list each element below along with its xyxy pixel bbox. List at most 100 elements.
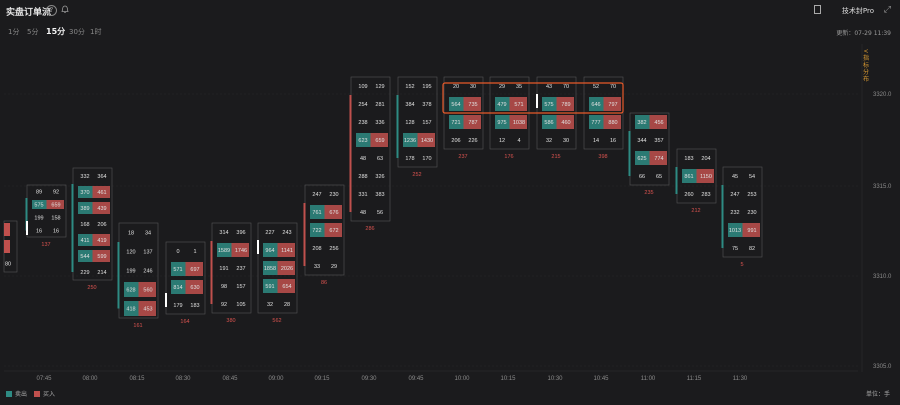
buy-volume: 797 (608, 102, 617, 108)
sell-volume: 183 (684, 156, 693, 162)
help-icon[interactable]: ? (46, 5, 57, 16)
x-tick-label: 09:00 (268, 376, 284, 382)
buy-cell (277, 261, 295, 275)
sell-cell (682, 169, 697, 183)
sell-volume: 479 (497, 102, 506, 108)
buy-cell (4, 223, 10, 236)
sell-cell (542, 115, 557, 129)
sell-volume: 411 (81, 238, 90, 244)
sell-volume: 89 (36, 190, 42, 196)
sell-cell (495, 115, 510, 129)
sell-volume: 45 (732, 174, 738, 180)
sell-cell (403, 133, 418, 147)
sell-volume: 227 (265, 230, 274, 236)
sell-cell (635, 151, 650, 165)
buy-volume: 157 (236, 284, 245, 290)
buy-cell (277, 279, 295, 293)
buy-volume: 157 (422, 120, 431, 126)
range-indicator (303, 203, 306, 266)
sell-volume: 0 (176, 249, 179, 255)
buy-volume: 204 (701, 156, 710, 162)
x-tick-label: 10:30 (547, 376, 563, 382)
sell-volume: 575 (544, 102, 553, 108)
buy-volume: 246 (143, 269, 152, 275)
sell-cell (263, 243, 278, 257)
sell-cell (356, 133, 371, 147)
tab-15min[interactable]: 15分 (46, 27, 66, 36)
buy-cell (603, 97, 621, 111)
x-tick-label: 10:15 (500, 376, 516, 382)
buy-volume: 364 (97, 174, 106, 180)
range-indicator (71, 184, 74, 272)
sell-volume: 14 (593, 138, 599, 144)
buy-volume: 29 (331, 264, 337, 270)
sell-cell (171, 280, 186, 294)
sell-cell (78, 250, 93, 262)
buy-volume: 1141 (281, 248, 293, 254)
document-icon[interactable] (814, 5, 821, 14)
pro-link[interactable]: 技术封Pro (841, 7, 874, 15)
buy-volume: 183 (190, 303, 199, 309)
tab-5min[interactable]: 5分 (27, 28, 39, 36)
buy-cell (509, 115, 527, 129)
buy-volume: 226 (468, 138, 477, 144)
sell-cell (263, 279, 278, 293)
buy-volume: 70 (563, 84, 569, 90)
range-indicator (721, 185, 724, 248)
buy-volume: 92 (53, 190, 59, 196)
sell-volume: 229 (80, 270, 89, 276)
buy-volume: 195 (422, 84, 431, 90)
sell-volume: 152 (405, 84, 414, 90)
sell-volume: 208 (312, 246, 321, 252)
buy-volume: 453 (143, 307, 152, 313)
sell-volume: 418 (126, 307, 135, 313)
buy-volume: 456 (654, 120, 663, 126)
buy-volume: 206 (97, 222, 106, 228)
buy-volume: 214 (97, 270, 106, 276)
sell-volume: 120 (126, 250, 135, 256)
sell-volume: 247 (312, 192, 321, 198)
tab-1min[interactable]: 1分 (8, 28, 20, 36)
indicator-distribution-toggle[interactable]: <指标分布 (862, 48, 869, 83)
buy-volume: 4 (517, 138, 520, 144)
buy-volume: 30 (563, 138, 569, 144)
buy-swatch (33, 391, 40, 397)
buy-volume: 283 (701, 192, 710, 198)
footprint-bar (26, 184, 67, 238)
buy-volume: 460 (561, 120, 570, 126)
sell-volume: 179 (173, 303, 182, 309)
sell-volume: 16 (36, 229, 42, 235)
sell-volume: 389 (80, 206, 89, 212)
buy-volume: 1038 (513, 120, 525, 126)
tab-1hour[interactable]: 1时 (90, 28, 102, 36)
buy-volume: 654 (282, 284, 291, 290)
sell-volume: 1858 (264, 266, 276, 272)
y-tick-label: 3320.0 (873, 92, 892, 98)
range-indicator (628, 131, 631, 176)
sell-volume: 18 (128, 231, 134, 237)
highlight-box (442, 82, 624, 114)
buy-cell (185, 262, 203, 276)
buy-volume: 357 (654, 138, 663, 144)
bell-icon[interactable] (61, 5, 69, 14)
range-indicator (117, 242, 120, 309)
sell-cell (449, 115, 464, 129)
sell-volume: 761 (312, 210, 321, 216)
buy-volume: 170 (422, 156, 431, 162)
tab-30min[interactable]: 30分 (69, 28, 85, 36)
buy-volume: 461 (97, 190, 106, 196)
x-tick-label: 11:00 (641, 376, 656, 382)
buy-volume: 28 (284, 302, 290, 308)
expand-icon[interactable]: ⤢ (883, 5, 891, 15)
footprint-bar (350, 76, 391, 222)
buy-cell (649, 151, 667, 165)
sell-volume: 382 (637, 120, 646, 126)
sell-volume: 344 (637, 138, 646, 144)
sell-volume: 575 (34, 203, 43, 209)
buy-volume: 2026 (281, 266, 293, 272)
delta-label: 252 (412, 172, 421, 178)
y-tick-label: 3305.0 (873, 364, 892, 370)
sell-volume: 199 (34, 216, 43, 222)
x-tick-label: 08:15 (129, 376, 145, 382)
